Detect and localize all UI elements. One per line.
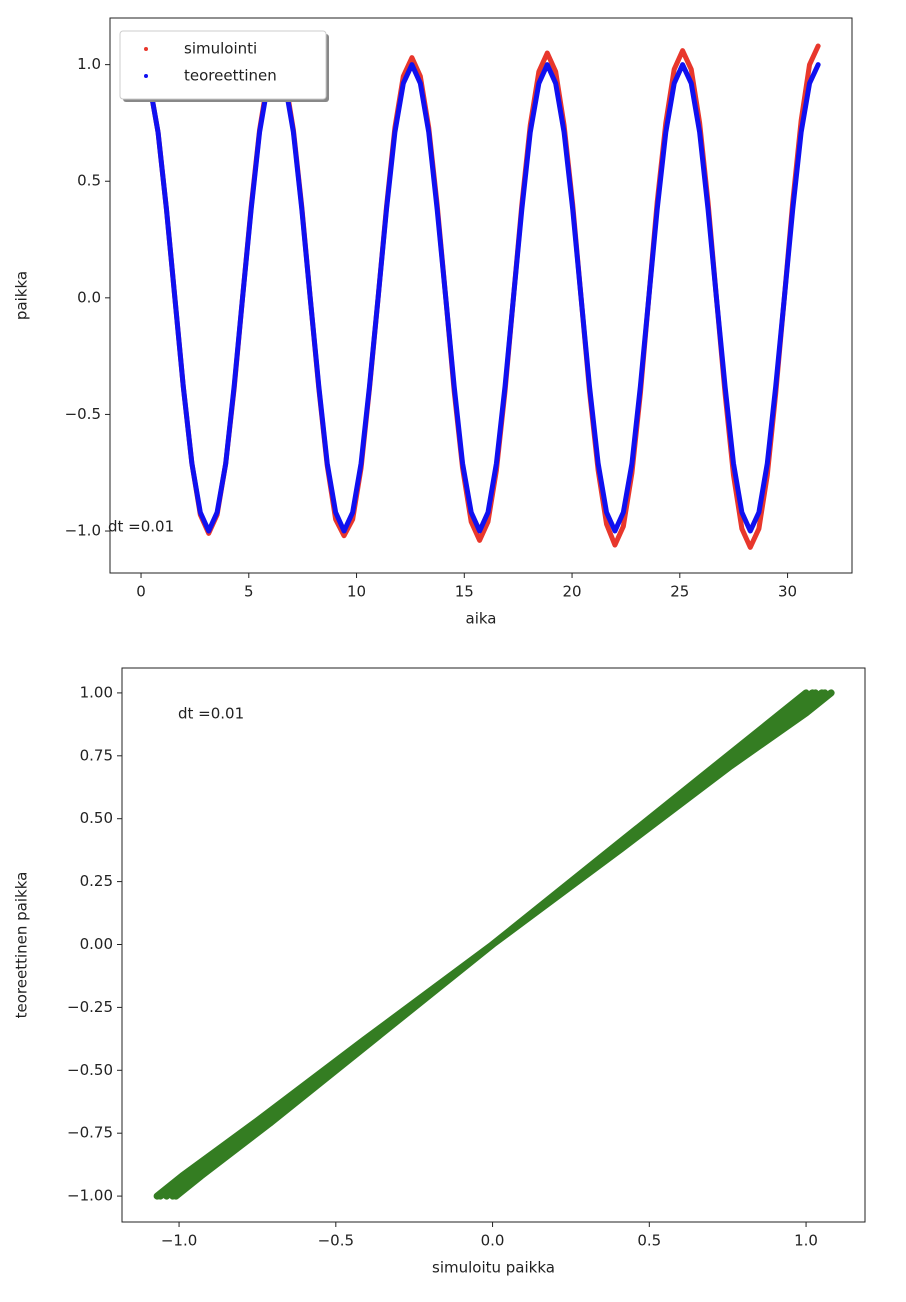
x-tick-label: 25 — [670, 583, 689, 601]
y-tick-label: −0.25 — [67, 998, 113, 1016]
x-tick-label: 30 — [778, 583, 797, 601]
y-tick-label: 0.0 — [77, 288, 101, 306]
legend-box — [119, 30, 327, 100]
x-axis-label: aika — [466, 610, 497, 628]
x-tick-label: 10 — [347, 583, 366, 601]
y-tick-label: −0.50 — [67, 1061, 113, 1079]
y-axis-label: teoreettinen paikka — [13, 872, 31, 1019]
legend-marker — [144, 74, 148, 78]
x-tick-label: 0.5 — [637, 1232, 661, 1250]
axes-frame — [109, 17, 853, 574]
x-tick-label: 20 — [563, 583, 582, 601]
x-tick-label: 15 — [455, 583, 474, 601]
data-series — [153, 689, 835, 1200]
data-series — [138, 62, 821, 534]
y-tick-label: 1.0 — [77, 55, 101, 73]
chart: 0 5 10 15 20 25 30 −1.0 −0.5 0.0 0.5 1.0 aika paikka d… — [13, 17, 853, 628]
y-tick-label: −1.00 — [67, 1187, 113, 1205]
y-tick-label: −1.0 — [65, 522, 101, 540]
y-tick-label: −0.75 — [67, 1124, 113, 1142]
y-tick-label: 1.00 — [80, 683, 113, 701]
y-tick-label: 0.00 — [80, 935, 113, 953]
x-tick-label: 0.0 — [481, 1232, 505, 1250]
y-tick-label: 0.50 — [80, 809, 113, 827]
chart: −1.0 −0.5 0.0 0.5 1.0 −1.00 −0.75 −0.50 −0.25 0.0… — [13, 667, 866, 1277]
x-tick-label: 1.0 — [794, 1232, 818, 1250]
x-tick-label: 5 — [244, 583, 254, 601]
y-tick-label: −0.5 — [65, 405, 101, 423]
y-tick-label: 0.5 — [77, 172, 101, 190]
annotation: dt =0.01 — [178, 705, 244, 723]
legend-label: teoreettinen — [184, 67, 277, 85]
y-tick-label: 0.75 — [80, 746, 113, 764]
x-tick-label: 0 — [136, 583, 146, 601]
x-tick-label: −1.0 — [161, 1232, 197, 1250]
legend-marker — [144, 47, 148, 51]
legend-label: simulointi — [184, 40, 257, 58]
plot-area — [138, 43, 821, 550]
plot-area — [153, 689, 835, 1200]
y-tick-label: 0.25 — [80, 872, 113, 890]
x-axis-label: simuloitu paikka — [432, 1259, 555, 1277]
axes-frame — [121, 667, 866, 1223]
annotation: dt =0.01 — [108, 518, 174, 536]
y-axis-label: paikka — [13, 271, 31, 320]
x-tick-label: −0.5 — [318, 1232, 354, 1250]
